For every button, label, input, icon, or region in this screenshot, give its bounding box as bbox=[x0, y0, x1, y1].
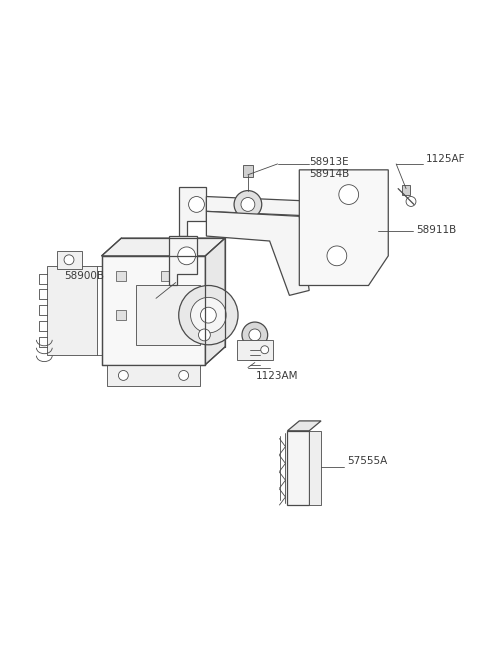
Polygon shape bbox=[102, 238, 225, 256]
Circle shape bbox=[64, 255, 74, 265]
Bar bbox=[107, 365, 201, 386]
Circle shape bbox=[179, 286, 238, 345]
Bar bbox=[288, 431, 309, 505]
Circle shape bbox=[234, 191, 262, 218]
Polygon shape bbox=[288, 421, 321, 431]
Circle shape bbox=[201, 307, 216, 323]
Bar bbox=[161, 310, 171, 320]
Circle shape bbox=[242, 322, 268, 348]
Circle shape bbox=[339, 185, 359, 204]
Polygon shape bbox=[206, 196, 319, 216]
Text: 1125AF: 1125AF bbox=[426, 154, 465, 164]
Bar bbox=[47, 266, 96, 354]
Circle shape bbox=[249, 329, 261, 341]
Circle shape bbox=[241, 198, 255, 212]
Bar bbox=[161, 271, 171, 280]
Polygon shape bbox=[179, 187, 206, 236]
Text: 58900B: 58900B bbox=[64, 271, 104, 280]
Circle shape bbox=[199, 329, 210, 341]
Bar bbox=[237, 340, 273, 360]
Bar bbox=[117, 271, 126, 280]
Polygon shape bbox=[169, 236, 196, 286]
Circle shape bbox=[119, 371, 128, 381]
Circle shape bbox=[406, 196, 416, 206]
Polygon shape bbox=[205, 238, 225, 365]
Bar bbox=[57, 251, 82, 269]
Circle shape bbox=[261, 346, 269, 354]
Bar bbox=[117, 310, 126, 320]
Circle shape bbox=[191, 297, 226, 333]
Bar bbox=[102, 256, 205, 365]
Bar bbox=[402, 185, 410, 195]
Bar bbox=[243, 165, 253, 177]
Text: 58914B: 58914B bbox=[309, 169, 349, 179]
Circle shape bbox=[178, 247, 195, 265]
Text: 58911B: 58911B bbox=[416, 225, 456, 235]
Text: 1123AM: 1123AM bbox=[256, 371, 298, 381]
Text: 57555A: 57555A bbox=[347, 457, 387, 466]
Polygon shape bbox=[206, 212, 309, 295]
Text: 58913E: 58913E bbox=[309, 157, 349, 167]
Circle shape bbox=[327, 246, 347, 266]
Bar bbox=[309, 431, 321, 505]
Circle shape bbox=[189, 196, 204, 212]
Circle shape bbox=[179, 371, 189, 381]
Polygon shape bbox=[300, 170, 388, 286]
Bar bbox=[136, 286, 201, 345]
